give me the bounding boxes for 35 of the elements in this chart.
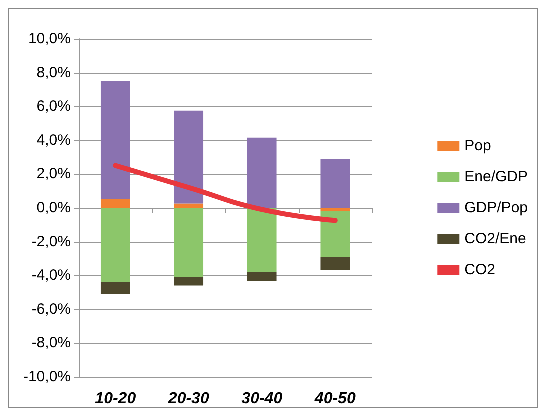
bar xyxy=(174,277,204,286)
bar xyxy=(247,138,277,208)
y-tick-label: 10,0% xyxy=(28,30,71,48)
bar xyxy=(320,158,350,208)
bar xyxy=(100,200,130,208)
x-tick-label: 20-30 xyxy=(167,390,210,408)
legend-label: Ene/GDP xyxy=(464,168,528,186)
bar xyxy=(100,282,130,294)
bar xyxy=(100,208,130,282)
y-tick-label: -2,0% xyxy=(32,233,71,250)
legend-label: CO2 xyxy=(464,262,496,278)
y-tick-label: 0,0% xyxy=(36,200,71,216)
bar xyxy=(320,211,350,258)
bar xyxy=(320,257,350,271)
x-tick-label: 40-50 xyxy=(314,390,356,408)
y-tick-label: 4,0% xyxy=(36,132,71,149)
x-tick-label: 10-20 xyxy=(95,390,136,408)
x-tick-label: 30-40 xyxy=(242,390,283,408)
bar xyxy=(320,208,350,212)
y-tick-label: -8,0% xyxy=(32,334,71,352)
y-tick-label: -6,0% xyxy=(32,300,71,318)
bar xyxy=(100,81,130,200)
bar xyxy=(174,110,204,204)
bar xyxy=(174,204,204,208)
y-tick-label: 2,0% xyxy=(36,166,71,183)
legend-label: GDP/Pop xyxy=(464,200,528,216)
y-tick-label: -4,0% xyxy=(32,267,71,284)
y-tick-label: 6,0% xyxy=(36,98,71,116)
legend-label: CO2/Ene xyxy=(464,230,526,248)
legend-label: Pop xyxy=(464,138,492,154)
y-tick-label: -10,0% xyxy=(23,368,71,386)
bar xyxy=(247,272,277,282)
y-tick-label: 8,0% xyxy=(36,64,71,82)
bar xyxy=(174,208,204,278)
bar xyxy=(247,208,277,272)
